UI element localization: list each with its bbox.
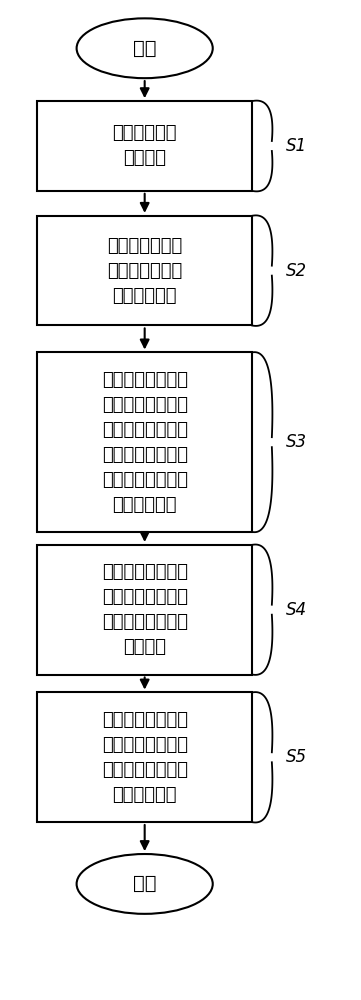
Text: S4: S4 xyxy=(286,601,307,619)
Text: 对上述采集到的
胎心率信号进行
曲线优化处理: 对上述采集到的 胎心率信号进行 曲线优化处理 xyxy=(107,237,182,305)
Bar xyxy=(37,692,252,822)
Text: S1: S1 xyxy=(286,137,307,155)
Text: 对优化处理后的胎
心率信号曲线进行
特征提取，并利用
聚类分析算法将提
取的特征点聚类为
两个特征部分: 对优化处理后的胎 心率信号曲线进行 特征提取，并利用 聚类分析算法将提 取的特征… xyxy=(102,371,188,514)
Bar xyxy=(37,216,252,325)
Bar xyxy=(37,352,252,532)
Text: 结束: 结束 xyxy=(133,874,156,893)
Text: S2: S2 xyxy=(286,262,307,280)
Bar xyxy=(37,545,252,675)
Text: S3: S3 xyxy=(286,433,307,451)
Ellipse shape xyxy=(77,18,213,78)
Text: 对识别出的基线部
分进行平滑滤波，
从而得到最终估计
的胎心率基线: 对识别出的基线部 分进行平滑滤波， 从而得到最终估计 的胎心率基线 xyxy=(102,711,188,804)
Text: S5: S5 xyxy=(286,748,307,766)
Bar xyxy=(37,101,252,191)
Text: 对胎心率信号
进行采集: 对胎心率信号 进行采集 xyxy=(112,124,177,167)
Ellipse shape xyxy=(77,854,213,914)
Text: 开始: 开始 xyxy=(133,39,156,58)
Text: 根据区分条件将上
述两个特征部分区
分为基线部分和非
基线部分: 根据区分条件将上 述两个特征部分区 分为基线部分和非 基线部分 xyxy=(102,563,188,656)
